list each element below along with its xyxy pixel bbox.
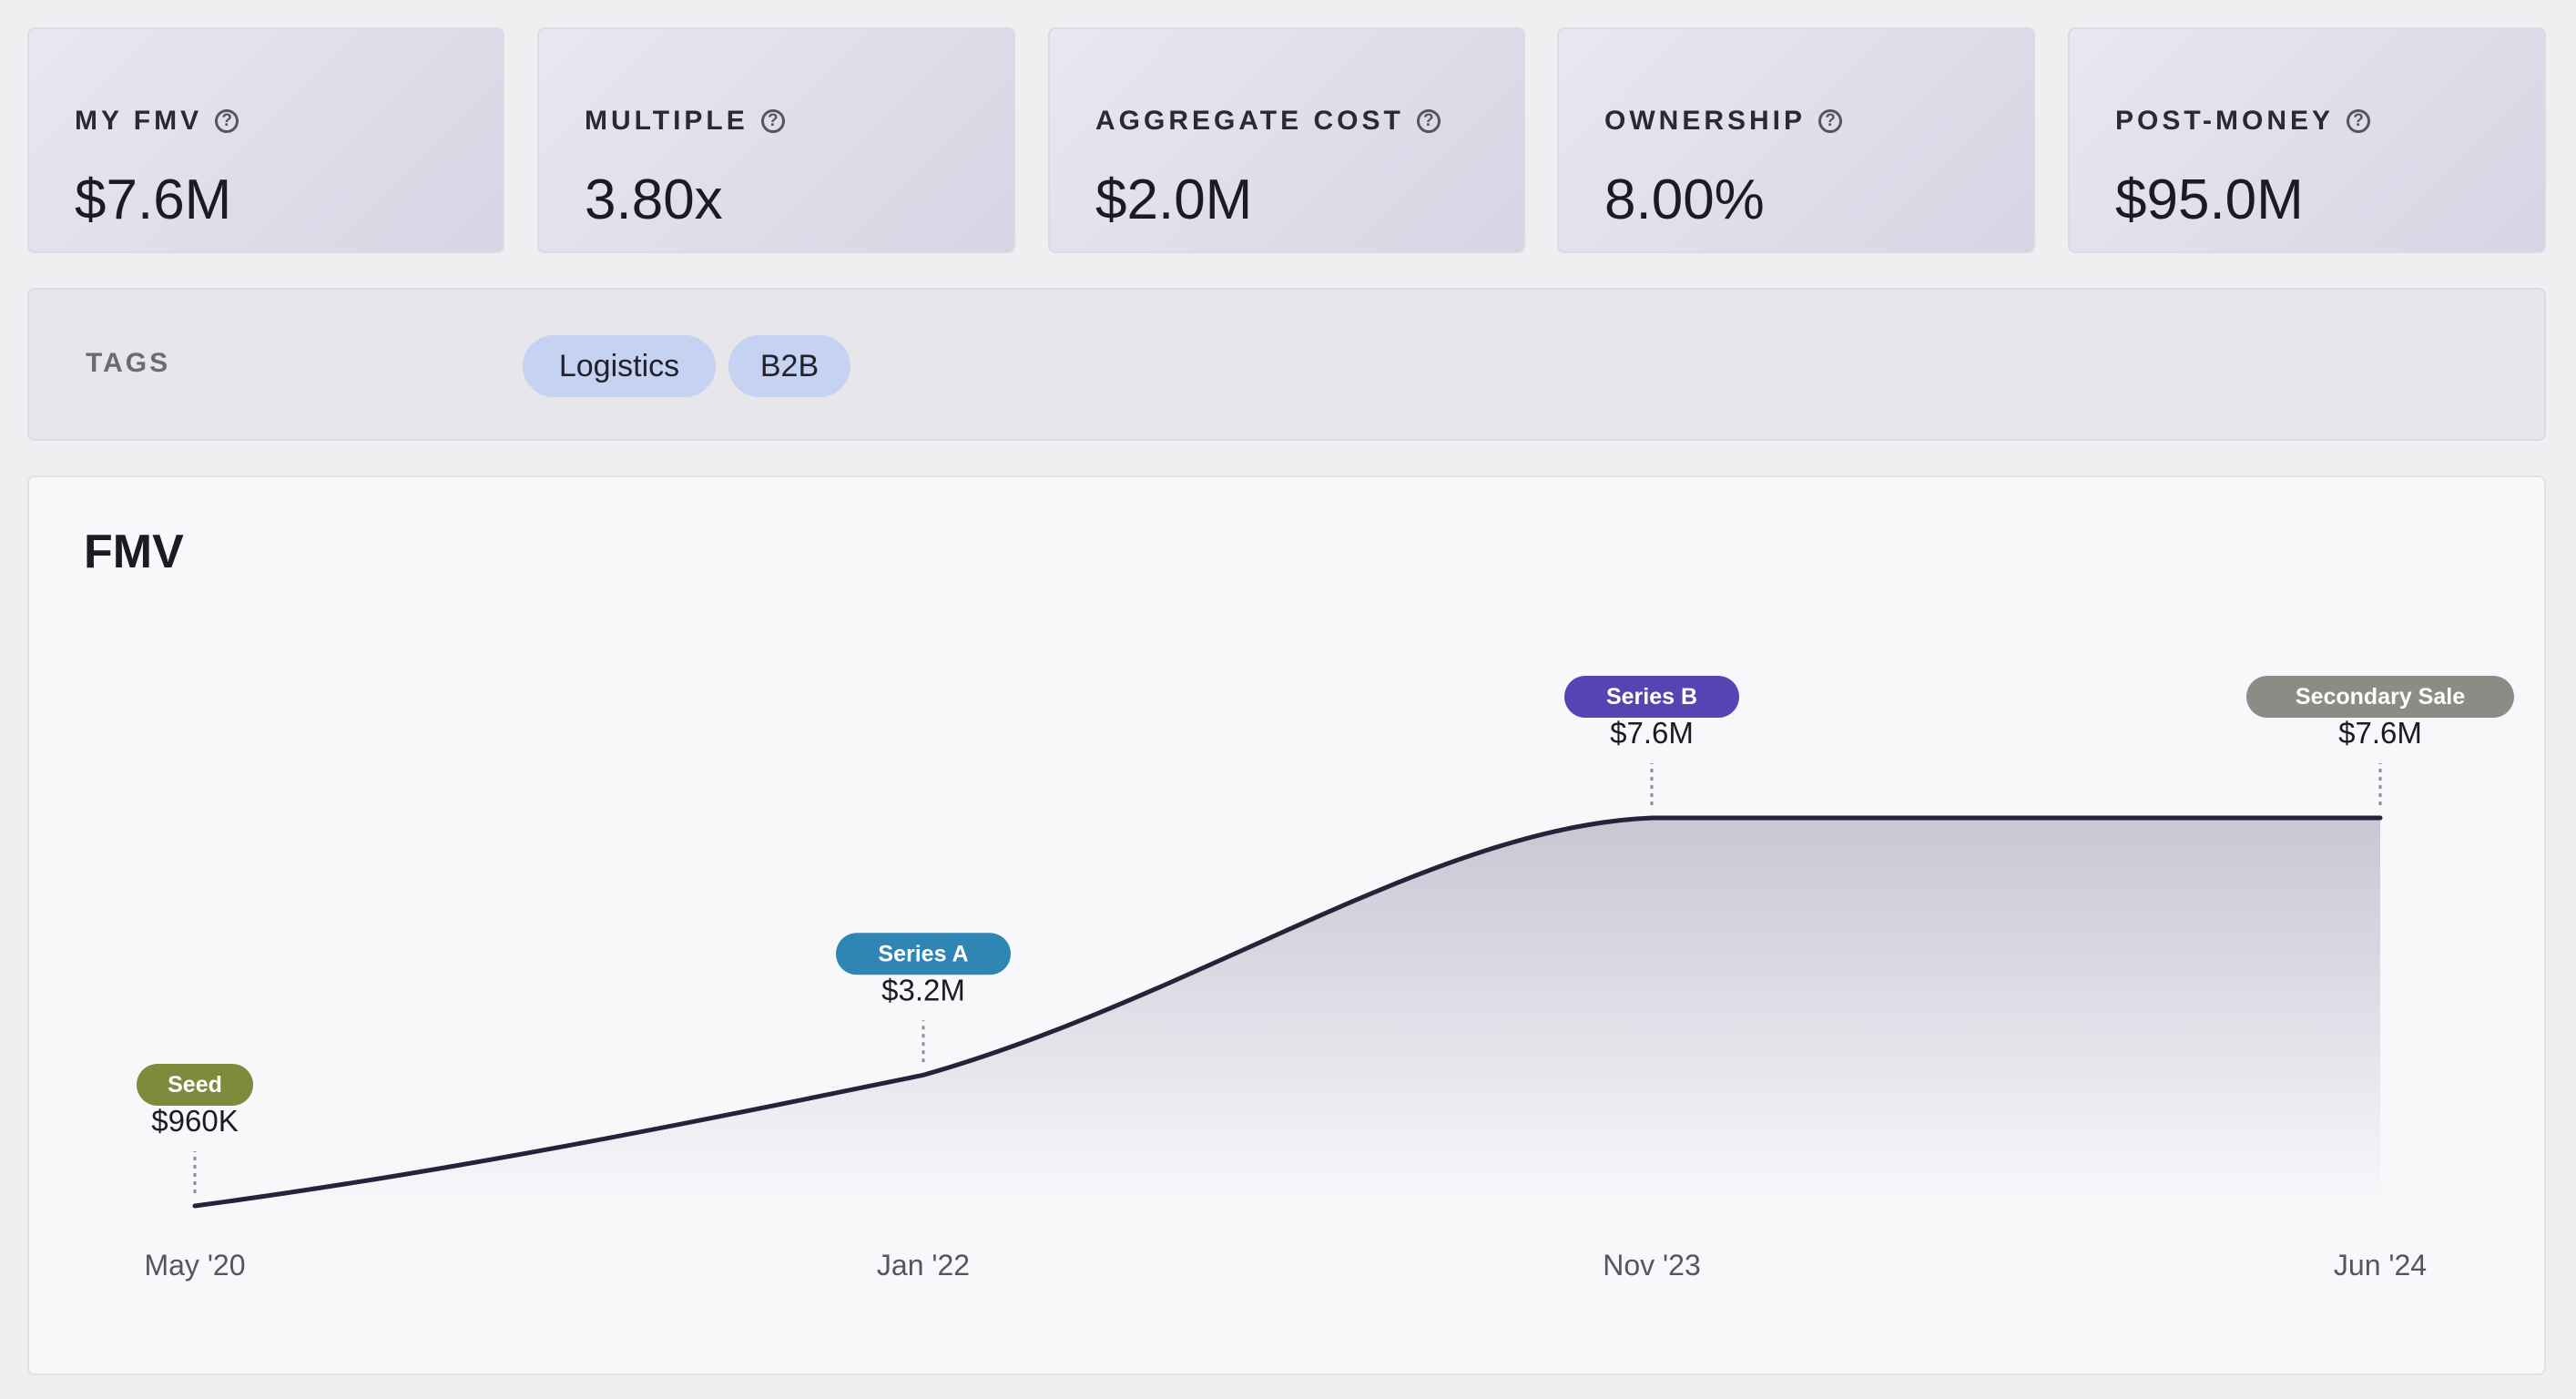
metric-card-aggregate-cost: AGGREGATE COST ? $2.0M — [1048, 27, 1525, 253]
metric-label: POST-MONEY — [2115, 106, 2335, 136]
metric-label-wrap: MULTIPLE ? — [585, 106, 785, 137]
metric-label: MY FMV — [75, 106, 203, 136]
event-pill-label: Secondary Sale — [2296, 684, 2465, 710]
event-pill — [2246, 676, 2514, 718]
tags-bar: TAGS Logistics B2B — [27, 288, 2546, 441]
metric-value: 3.80x — [585, 168, 723, 231]
metric-label-wrap: OWNERSHIP ? — [1604, 106, 1843, 137]
metric-card-multiple: MULTIPLE ? 3.80x — [537, 27, 1015, 253]
metric-value: 8.00% — [1604, 168, 1765, 231]
metric-value: $95.0M — [2115, 168, 2304, 231]
event-value-label: $7.6M — [1610, 716, 1694, 750]
x-tick-label: May '20 — [144, 1249, 245, 1282]
fmv-chart: $960K Seed $3.2M Series A $7.6M Series B $7.6M… — [137, 676, 2514, 1282]
event-value-label: $7.6M — [2338, 716, 2422, 750]
help-icon[interactable]: ? — [215, 109, 239, 133]
metric-label-wrap: POST-MONEY ? — [2115, 106, 2371, 137]
event-pill-label: Series A — [878, 941, 968, 966]
metric-label: OWNERSHIP — [1604, 106, 1807, 136]
metric-card-post-money: POST-MONEY ? $95.0M — [2068, 27, 2546, 253]
fmv-area — [195, 818, 2380, 1206]
event-pill — [1564, 676, 1739, 718]
x-tick-label: Jun '24 — [2334, 1249, 2427, 1282]
metric-value: $7.6M — [75, 168, 232, 231]
tags-label: TAGS — [86, 348, 171, 378]
fmv-line — [192, 815, 2383, 1209]
fmv-chart-card: FMV $960K Seed $3.2M Series A $7.6M Series B $… — [27, 475, 2546, 1375]
fmv-title: FMV — [84, 526, 184, 578]
tag-chip-logistics[interactable]: Logistics — [523, 335, 716, 397]
x-tick-label: Jan '22 — [877, 1249, 970, 1282]
metric-label-wrap: MY FMV ? — [75, 106, 239, 137]
metric-label-wrap: AGGREGATE COST ? — [1095, 106, 1441, 137]
event-pill — [836, 933, 1011, 975]
event-value-label: $960K — [151, 1104, 238, 1138]
help-icon[interactable]: ? — [2347, 109, 2371, 133]
metric-card-my-fmv: MY FMV ? $7.6M — [27, 27, 504, 253]
tag-chip-b2b[interactable]: B2B — [728, 335, 850, 397]
help-icon[interactable]: ? — [1416, 109, 1441, 133]
metric-card-ownership: OWNERSHIP ? 8.00% — [1557, 27, 2035, 253]
help-icon[interactable]: ? — [760, 109, 785, 133]
metric-label: MULTIPLE — [585, 106, 748, 136]
help-icon[interactable]: ? — [1818, 109, 1843, 133]
event-value-label: $3.2M — [881, 973, 965, 1006]
event-pill — [137, 1064, 253, 1106]
event-pill-label: Series B — [1606, 684, 1697, 710]
event-pill-label: Seed — [168, 1072, 222, 1098]
metric-label: AGGREGATE COST — [1095, 106, 1404, 136]
metric-value: $2.0M — [1095, 168, 1253, 231]
x-tick-label: Nov '23 — [1603, 1249, 1701, 1282]
